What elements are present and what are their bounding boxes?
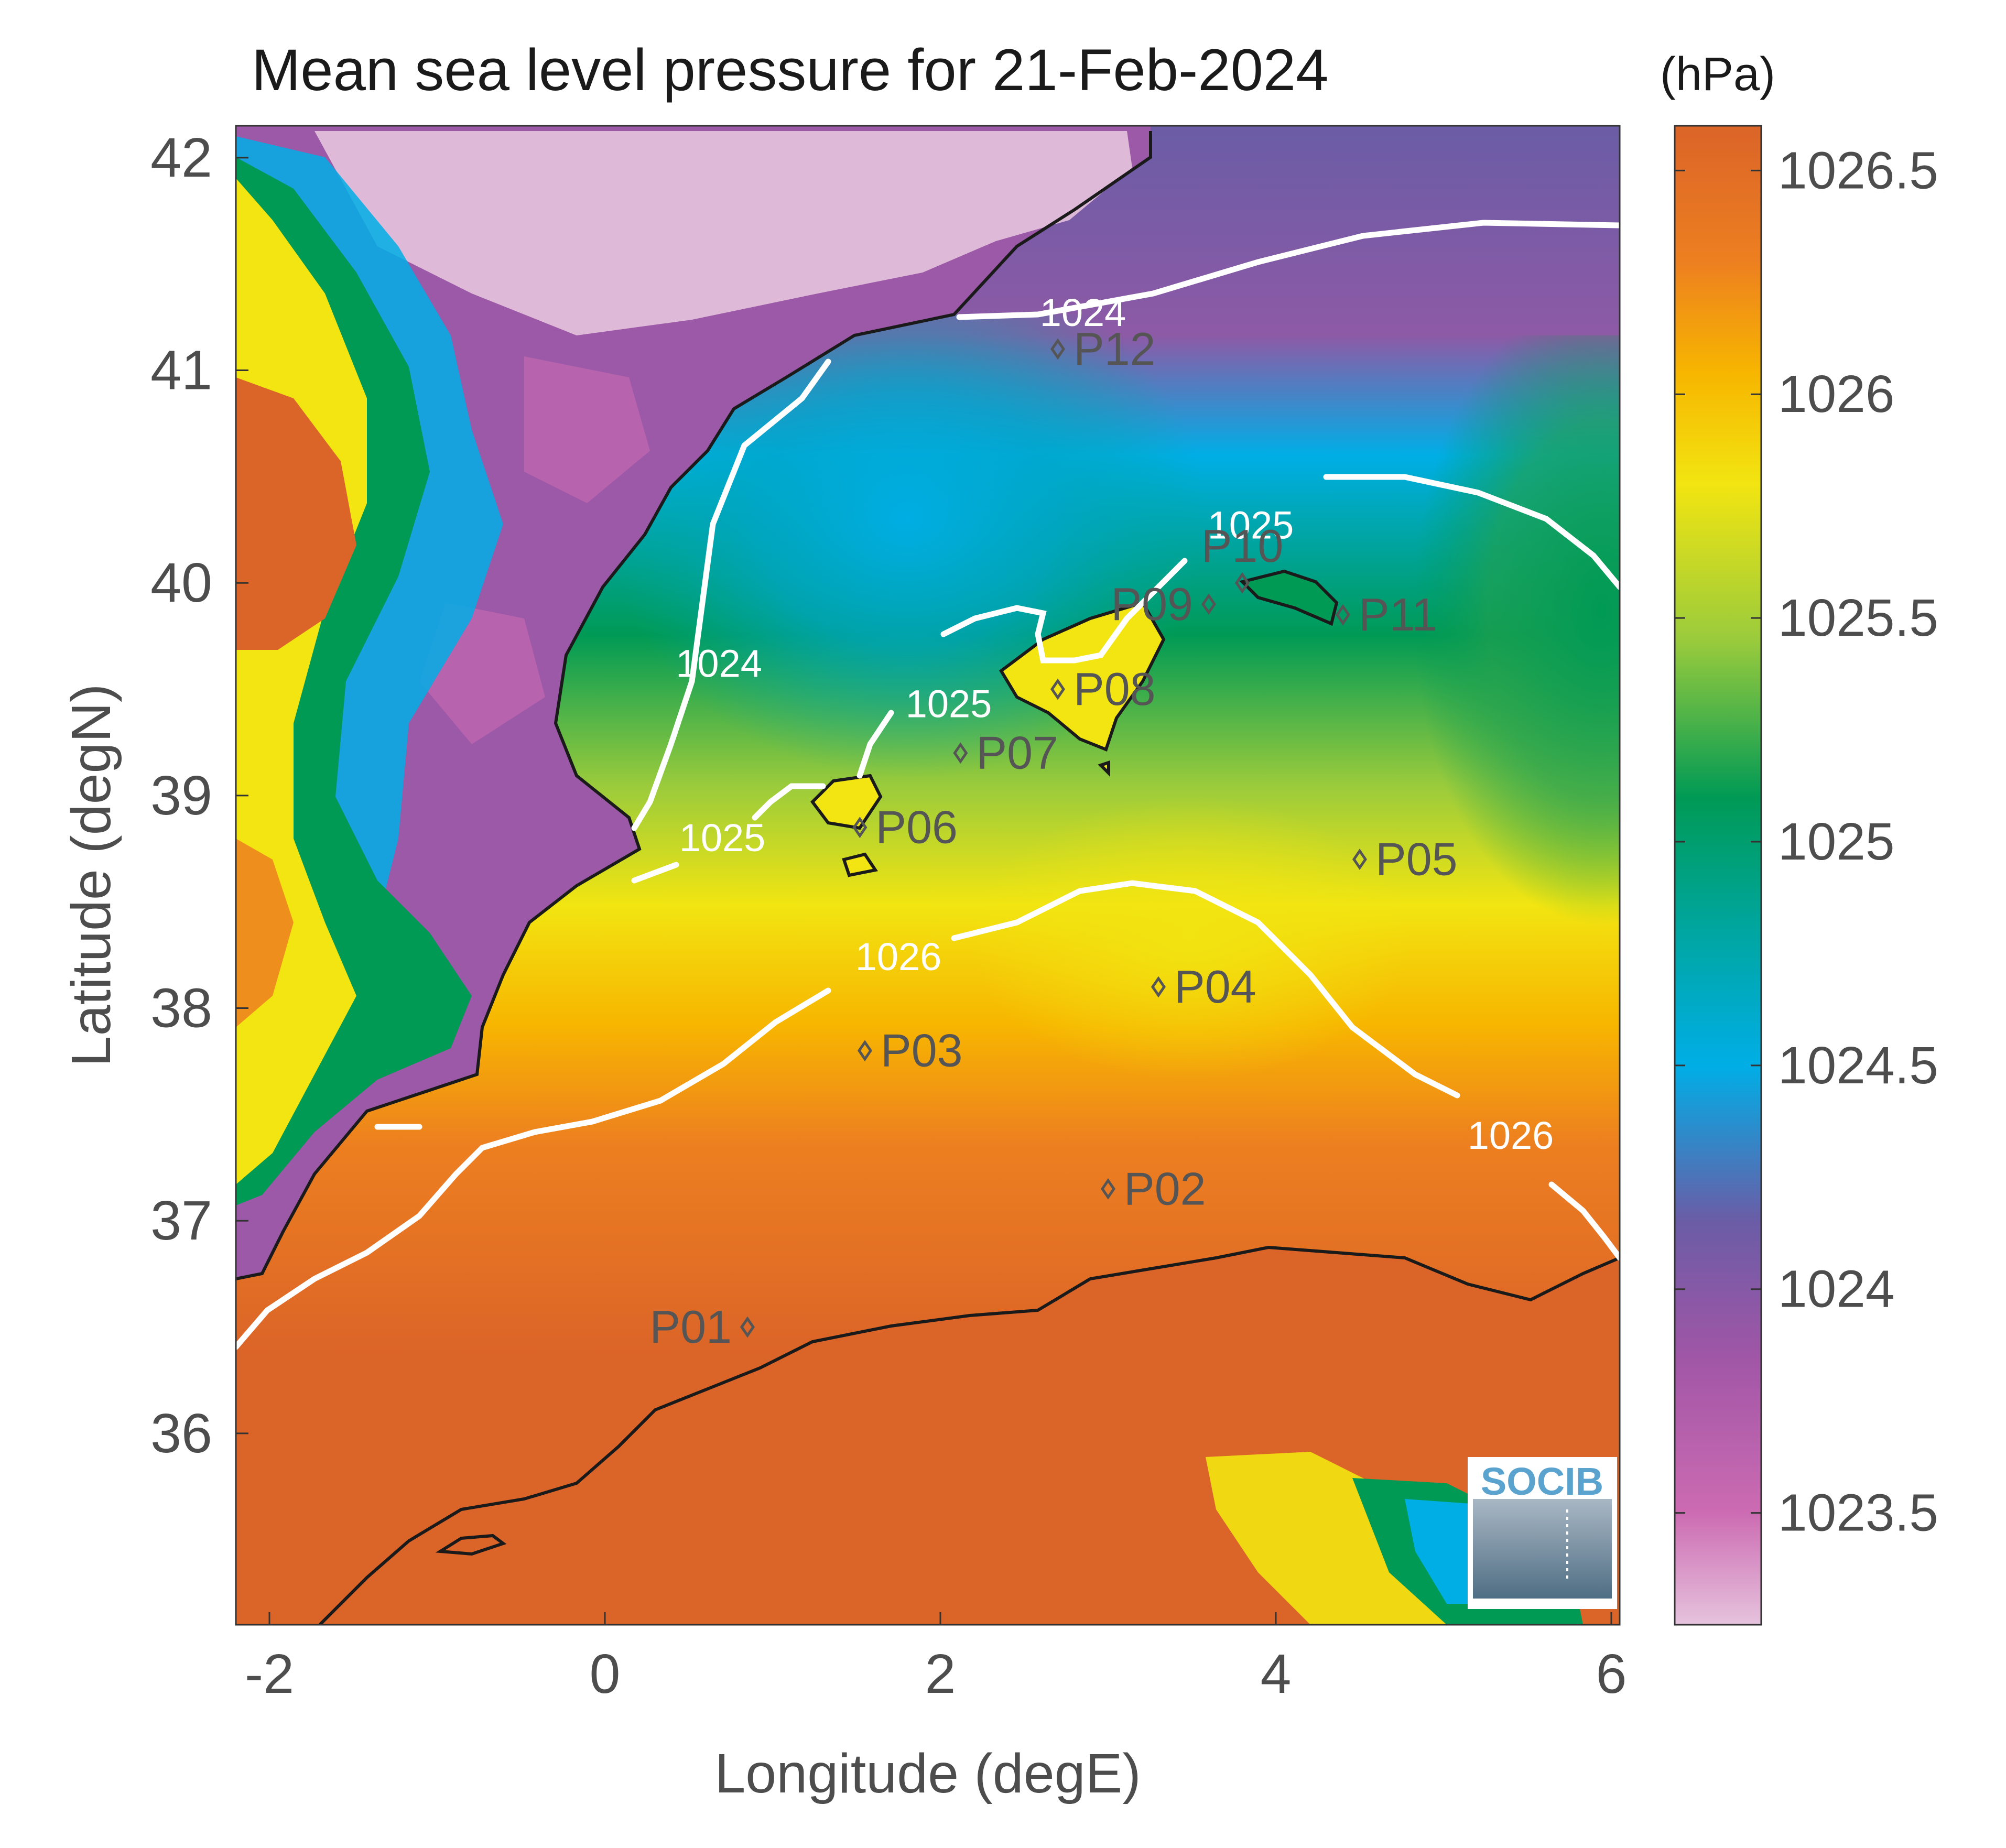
balearic-islands	[810, 569, 1339, 877]
y-tick-label: 37	[150, 1190, 212, 1252]
colorbar-units: (hPa)	[1660, 48, 1775, 101]
isobar-labels: 1024 1024 1025 1025 1025 1026 1026	[676, 291, 1554, 1157]
y-axis-label: Latitude (degN)	[60, 684, 122, 1067]
station-marker	[1100, 1178, 1116, 1200]
isobar-label: 1025	[906, 682, 992, 725]
y-tick-label: 36	[150, 1403, 212, 1464]
central-yellow-zone	[786, 655, 1520, 1127]
station-marker	[852, 817, 868, 839]
colorbar-tick-label: 1025	[1778, 812, 1894, 871]
socib-logo: SOCIB	[1468, 1457, 1617, 1609]
cabrera-island	[1098, 760, 1110, 777]
formentera-island	[842, 852, 878, 877]
x-tick-label: 2	[925, 1643, 956, 1705]
mallorca-island	[999, 601, 1166, 752]
station-label: P01	[649, 1301, 732, 1353]
isobar-label: 1024	[1040, 291, 1126, 334]
iberia-inland-orange-south	[236, 839, 294, 1027]
x-tick-label: 6	[1596, 1643, 1627, 1705]
coastlines	[236, 131, 1620, 1625]
colorbar-frame	[1674, 125, 1762, 1626]
y-tick-label: 38	[150, 977, 212, 1039]
isobar-1026	[236, 880, 1620, 1350]
logo-text: SOCIB	[1481, 1460, 1603, 1503]
isobar-label: 1026	[1468, 1114, 1554, 1157]
logo-wave-block	[1473, 1499, 1612, 1604]
station-label: P09	[1111, 578, 1193, 630]
africa-coastline	[318, 1245, 1620, 1625]
alboran-island	[435, 1534, 507, 1556]
isobar-label: 1026	[855, 935, 942, 979]
colorbar-tick-label: 1026	[1778, 365, 1894, 423]
iberia-highland-patches	[419, 356, 650, 744]
isobar-1025	[631, 474, 1620, 884]
colorbar-ticks: 1023.5 1024 1024.5 1025 1025.5 1026 1026.5	[1675, 141, 1938, 1542]
station-marker	[1050, 678, 1066, 700]
iberia-pink-highlands	[315, 131, 1132, 335]
isobar-1024	[631, 220, 1620, 831]
y-tick-label: 41	[150, 340, 212, 401]
iberia-inland-orange	[236, 377, 356, 650]
colorbar-tick-label: 1025.5	[1778, 589, 1938, 647]
station-label: P03	[881, 1025, 963, 1077]
ibiza-island	[810, 774, 883, 830]
y-tick-label: 42	[150, 127, 212, 189]
colorbar: 1023.5 1024 1024.5 1025 1025.5 1026 1026.5	[1674, 125, 1938, 1626]
station-label: P02	[1124, 1162, 1206, 1214]
colorbar-gradient	[1675, 126, 1761, 1625]
station-label: P05	[1375, 833, 1458, 885]
x-tick-label: -2	[245, 1643, 294, 1705]
colorbar-tick-label: 1023.5	[1778, 1484, 1938, 1542]
station-marker	[1352, 849, 1368, 870]
isobar-label: 1025	[679, 816, 766, 860]
station-marker	[857, 1040, 873, 1062]
station-marker	[1151, 976, 1166, 998]
isobar-label: 1025	[1208, 504, 1294, 547]
station-label: P08	[1074, 663, 1156, 715]
y-tick-label: 40	[150, 552, 212, 614]
x-tick-label: 0	[590, 1643, 621, 1705]
station-label: P07	[976, 727, 1058, 779]
colorbar-tick-label: 1024.5	[1778, 1036, 1938, 1095]
plot-frame	[235, 125, 1621, 1626]
x-axis-label: Longitude (degE)	[714, 1743, 1141, 1804]
iberia-coastline	[236, 131, 1152, 1280]
map-title: Mean sea level pressure for 21-Feb-2024	[252, 37, 1328, 103]
menorca-island	[1239, 569, 1339, 626]
isobars	[236, 220, 1620, 1350]
colorbar-tick-label: 1026.5	[1778, 141, 1938, 200]
station-marker	[1335, 604, 1351, 626]
station-marker	[1050, 338, 1066, 360]
station-marker	[1201, 593, 1217, 615]
x-tick-label: 4	[1261, 1643, 1292, 1705]
station-label: P11	[1359, 589, 1437, 640]
station-label: P04	[1174, 961, 1256, 1013]
pressure-field	[236, 126, 1620, 1625]
y-tick-label: 39	[150, 765, 212, 827]
colorbar-tick-label: 1024	[1778, 1260, 1894, 1319]
station-marker	[740, 1316, 755, 1338]
station-label: P10	[1201, 520, 1284, 572]
y-axis: 36 37 38 39 40 41 42	[150, 127, 248, 1464]
station-label: P06	[875, 801, 958, 853]
station-marker	[1234, 572, 1250, 594]
isobar-label: 1024	[676, 642, 762, 685]
station-marker	[953, 742, 968, 764]
x-axis: -2 0 2 4 6	[245, 1612, 1627, 1705]
station-label: P12	[1074, 323, 1156, 375]
